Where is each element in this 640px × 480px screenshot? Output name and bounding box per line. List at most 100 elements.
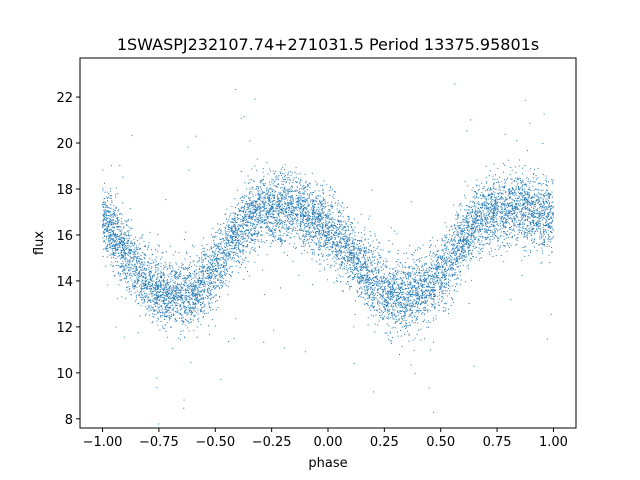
- data-point: [343, 258, 345, 260]
- data-point: [136, 257, 138, 259]
- data-point: [187, 286, 189, 288]
- data-point: [281, 194, 283, 196]
- data-point: [218, 248, 220, 250]
- data-point: [347, 216, 349, 218]
- data-point: [158, 280, 160, 282]
- data-point: [389, 268, 391, 270]
- data-point: [289, 202, 291, 204]
- data-point: [226, 224, 228, 226]
- data-point: [356, 262, 358, 264]
- data-point: [515, 244, 517, 246]
- data-point: [207, 267, 209, 269]
- data-point: [539, 205, 541, 207]
- data-point: [372, 284, 374, 286]
- data-point: [156, 278, 158, 280]
- data-point: [265, 212, 267, 214]
- data-point: [113, 230, 115, 232]
- data-point: [490, 194, 492, 196]
- data-point: [144, 273, 146, 275]
- data-point: [125, 245, 127, 247]
- data-point: [482, 196, 484, 198]
- data-point: [202, 268, 204, 270]
- data-point: [226, 231, 228, 233]
- data-point: [471, 206, 472, 208]
- data-point: [365, 294, 367, 296]
- data-point: [159, 298, 161, 300]
- data-point: [125, 242, 127, 244]
- data-point: [511, 226, 513, 228]
- data-point: [463, 246, 465, 248]
- data-point: [269, 195, 271, 197]
- data-point: [527, 188, 529, 190]
- data-point: [157, 297, 159, 299]
- data-point: [289, 179, 291, 181]
- data-point: [342, 239, 344, 241]
- data-point: [115, 260, 117, 262]
- data-point: [499, 228, 501, 230]
- data-point: [246, 235, 248, 237]
- data-point: [307, 212, 309, 214]
- data-point: [432, 303, 434, 305]
- data-point: [463, 232, 465, 234]
- data-point: [307, 238, 309, 240]
- data-point: [405, 274, 407, 276]
- data-point: [256, 210, 258, 212]
- data-point: [364, 254, 366, 256]
- data-point: [390, 273, 392, 275]
- data-point: [443, 273, 445, 275]
- data-point: [551, 191, 553, 193]
- data-point: [241, 225, 243, 227]
- data-point: [451, 275, 453, 277]
- data-point: [287, 190, 289, 192]
- data-point: [364, 292, 366, 294]
- data-point: [242, 258, 244, 260]
- data-point: [337, 268, 339, 270]
- data-point: [242, 200, 244, 202]
- data-point: [178, 275, 180, 277]
- data-point: [480, 203, 482, 205]
- data-point: [151, 263, 153, 265]
- data-point: [420, 339, 422, 341]
- data-point: [526, 237, 528, 239]
- data-point: [288, 210, 290, 212]
- data-point: [350, 261, 352, 263]
- data-point: [103, 201, 105, 203]
- data-point: [188, 292, 190, 294]
- data-point: [241, 242, 243, 244]
- data-point: [122, 223, 124, 225]
- data-point: [282, 227, 284, 229]
- data-point: [507, 245, 509, 247]
- data-point: [118, 235, 120, 237]
- data-point: [363, 283, 365, 285]
- data-point: [396, 320, 398, 322]
- data-point: [419, 260, 421, 262]
- data-point: [518, 224, 520, 226]
- data-point: [168, 287, 170, 289]
- data-point: [533, 219, 535, 221]
- data-point: [310, 200, 312, 202]
- data-point: [358, 281, 360, 283]
- data-point: [422, 270, 424, 272]
- data-point: [463, 244, 465, 246]
- data-point: [330, 186, 332, 188]
- data-point: [407, 288, 409, 290]
- data-point: [332, 241, 334, 243]
- data-point: [460, 233, 462, 235]
- data-point: [532, 242, 534, 244]
- data-point: [515, 197, 517, 199]
- data-point: [212, 266, 214, 268]
- data-point: [436, 270, 438, 272]
- data-point: [210, 258, 212, 260]
- data-point: [394, 289, 396, 291]
- data-point: [454, 240, 456, 242]
- data-point: [525, 246, 527, 248]
- data-point: [179, 313, 181, 315]
- data-point: [202, 311, 204, 313]
- data-point: [365, 260, 367, 262]
- data-point: [140, 255, 142, 257]
- data-point: [321, 234, 323, 235]
- data-point: [237, 234, 239, 236]
- data-point: [407, 274, 409, 276]
- data-point: [451, 235, 453, 237]
- data-point: [334, 219, 336, 221]
